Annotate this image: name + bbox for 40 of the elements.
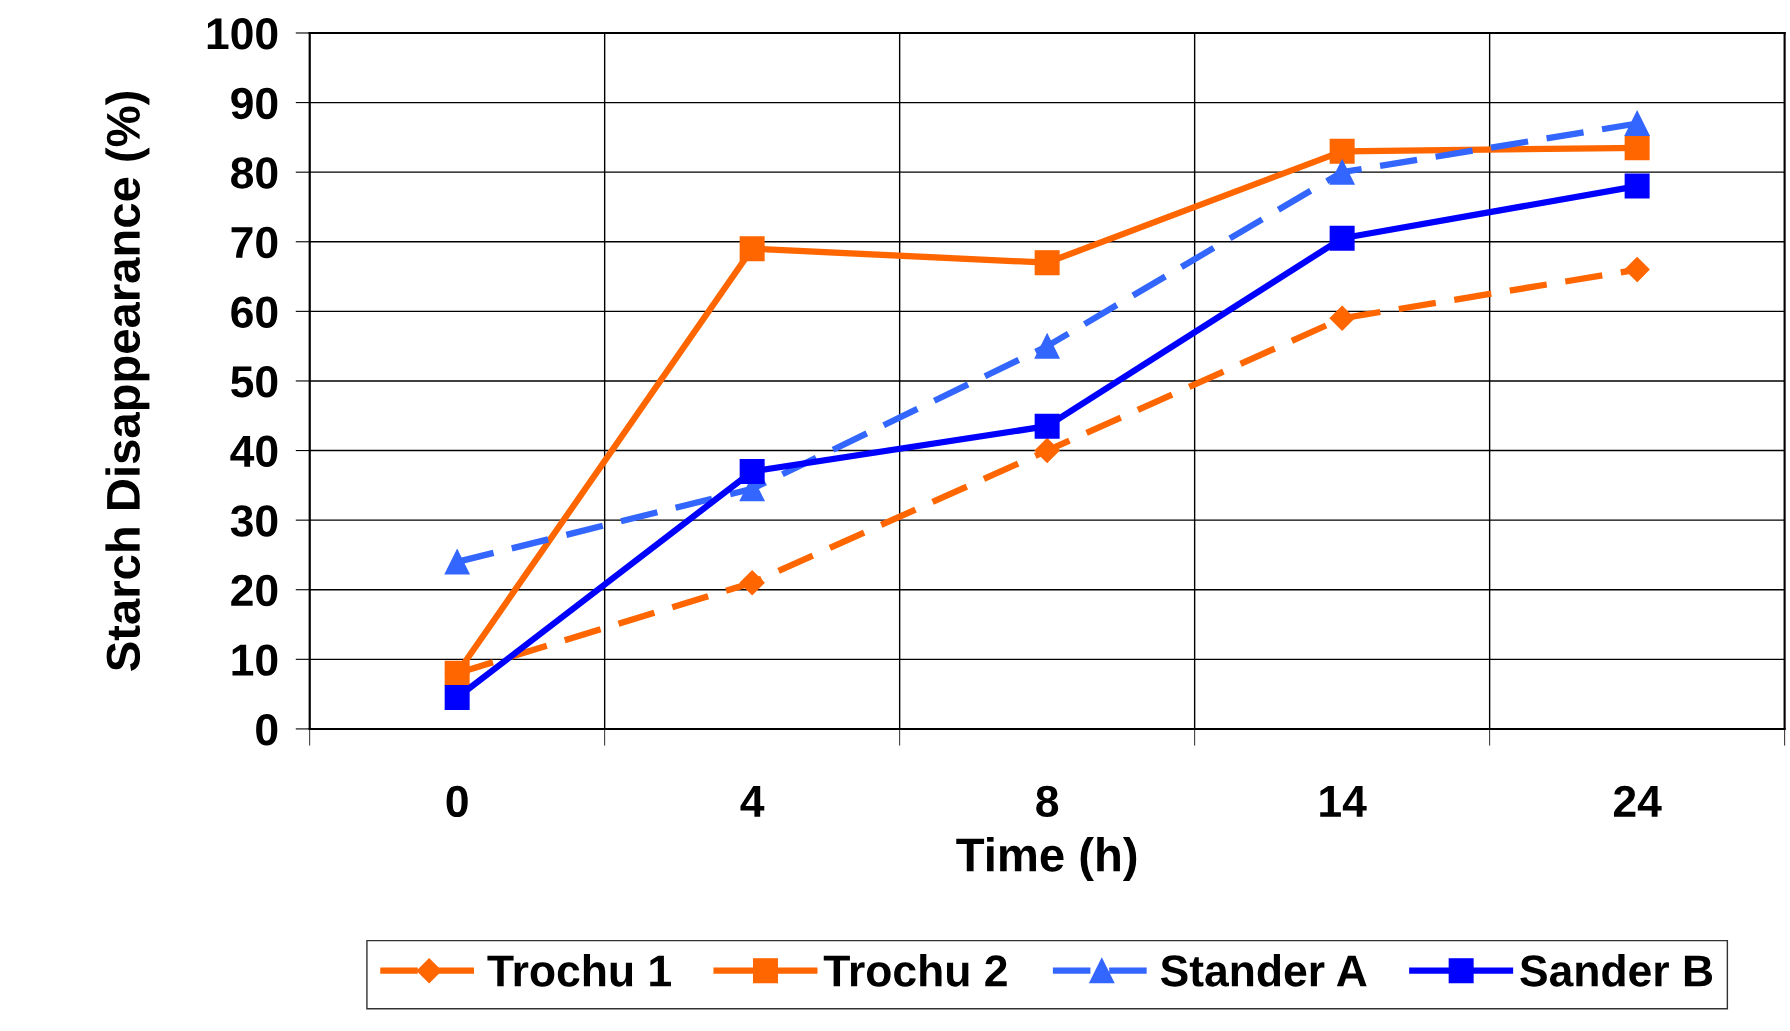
point bbox=[444, 549, 470, 575]
point bbox=[1034, 438, 1060, 464]
y-tick-label: 10 bbox=[232, 644, 278, 676]
point bbox=[739, 570, 765, 596]
point bbox=[1034, 333, 1060, 359]
y-tick-label: 20 bbox=[231, 574, 278, 607]
point bbox=[1624, 173, 1650, 199]
legend-label: Sander B bbox=[1520, 954, 1713, 987]
point bbox=[1329, 305, 1355, 331]
point bbox=[1034, 250, 1060, 276]
x-tick-label: 14 bbox=[1320, 786, 1367, 817]
y-tick-label: 50 bbox=[231, 366, 278, 398]
legend-label: Stander A bbox=[1160, 954, 1367, 987]
point bbox=[1034, 413, 1060, 439]
x-tick-label: 0 bbox=[446, 785, 468, 818]
point bbox=[1329, 138, 1355, 164]
x-axis-title: Time (h) bbox=[956, 837, 1137, 882]
y-tick-label: 40 bbox=[230, 435, 278, 468]
y-tick-label: 90 bbox=[231, 87, 278, 120]
y-tick-label: 80 bbox=[231, 157, 278, 189]
point bbox=[1624, 135, 1650, 161]
y-tick-label: 70 bbox=[231, 226, 278, 259]
point bbox=[1329, 225, 1355, 251]
y-tick-label: 0 bbox=[256, 713, 278, 746]
x-tick-label: 8 bbox=[1036, 785, 1059, 818]
point bbox=[1624, 110, 1650, 136]
legend-label: Trochu 1 bbox=[487, 954, 671, 987]
point bbox=[739, 458, 765, 484]
x-tick-label: 24 bbox=[1613, 785, 1662, 817]
legend-label: Trochu 2 bbox=[823, 954, 1007, 987]
point bbox=[444, 660, 470, 686]
point bbox=[444, 685, 470, 711]
point bbox=[1329, 159, 1355, 185]
y-axis-title: Starch Disappearance (%) bbox=[105, 91, 150, 671]
y-tick-label: 30 bbox=[230, 505, 278, 537]
x-tick-label: 4 bbox=[740, 786, 765, 817]
y-tick-label: 60 bbox=[231, 296, 278, 328]
y-tick-label: 100 bbox=[207, 18, 278, 50]
point bbox=[1624, 257, 1650, 283]
point bbox=[739, 236, 765, 262]
